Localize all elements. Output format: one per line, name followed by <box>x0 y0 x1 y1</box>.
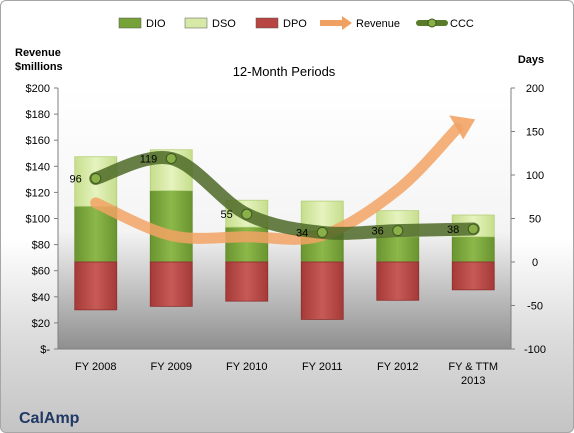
ccc-point <box>316 226 328 238</box>
ccc-data-label: 34 <box>296 227 308 239</box>
legend-label: DPO <box>283 18 307 30</box>
x-tick-label: FY 2012 <box>377 361 418 373</box>
ccc-point <box>392 225 404 237</box>
x-tick-label: FY & TTM <box>448 361 498 373</box>
legend-swatch-dso <box>184 17 208 29</box>
legend-swatch-ccc-marker <box>427 18 437 28</box>
legend-label: DIO <box>146 18 166 30</box>
x-tick-label: 2013 <box>461 375 485 387</box>
left-tick-label: $20 <box>32 318 50 330</box>
right-tick-label: -50 <box>527 301 543 313</box>
right-tick-label: 200 <box>526 83 544 95</box>
left-tick-label: $120 <box>26 187 50 199</box>
x-tick-label: FY 2011 <box>302 361 343 373</box>
legend-swatch-dpo <box>255 17 279 29</box>
revenue-arrowhead <box>449 115 476 140</box>
revenue-line <box>90 122 463 245</box>
ccc-data-label: 36 <box>372 226 384 238</box>
bar-dpo <box>451 261 495 291</box>
left-tick-label: $160 <box>26 135 50 147</box>
left-tick-label: $140 <box>26 161 50 173</box>
x-tick-label: FY 2009 <box>151 361 192 373</box>
legend-label: DSO <box>212 18 236 30</box>
ccc-point <box>241 208 253 220</box>
bar-dpo <box>74 261 118 311</box>
left-axis-title-line2: $millions <box>15 61 63 73</box>
left-tick-label: $40 <box>32 292 50 304</box>
bar-dpo <box>149 261 193 307</box>
legend-swatch-revenue-head <box>342 16 352 30</box>
ccc-point <box>467 223 479 235</box>
left-axis-title-line1: Revenue <box>15 47 61 59</box>
right-tick-label: 50 <box>529 214 541 226</box>
left-tick-label: $80 <box>32 240 50 252</box>
bar-dpo <box>300 261 344 320</box>
left-tick-label: $100 <box>26 214 50 226</box>
right-tick-label: 0 <box>532 257 538 269</box>
chart-title: 12-Month Periods <box>233 64 336 79</box>
ccc-point <box>165 152 177 164</box>
bar-dpo <box>225 261 269 302</box>
company-name: CalAmp <box>19 410 80 427</box>
right-axis-title: Days <box>518 54 544 66</box>
x-tick-label: FY 2008 <box>75 361 116 373</box>
ccc-data-label: 55 <box>221 209 233 221</box>
ccc-data-label: 119 <box>140 153 158 165</box>
bar-dpo <box>376 261 420 301</box>
ccc-data-label: 96 <box>70 173 82 185</box>
left-tick-label: $60 <box>32 266 50 278</box>
right-tick-label: 150 <box>526 127 544 139</box>
bar-dio <box>451 236 495 263</box>
right-tick-label: 100 <box>526 170 544 182</box>
left-tick-label: $- <box>40 344 50 356</box>
bar-dio <box>376 236 420 263</box>
ccc-point <box>90 172 102 184</box>
x-tick-label: FY 2010 <box>226 361 267 373</box>
legend-label: Revenue <box>356 18 400 30</box>
legend-label: CCC <box>450 18 474 30</box>
right-tick-label: -100 <box>524 344 546 356</box>
legend-swatch-dio <box>118 17 142 29</box>
left-tick-label: $200 <box>26 83 50 95</box>
left-tick-label: $180 <box>26 109 50 121</box>
ccc-data-label: 38 <box>447 224 459 236</box>
